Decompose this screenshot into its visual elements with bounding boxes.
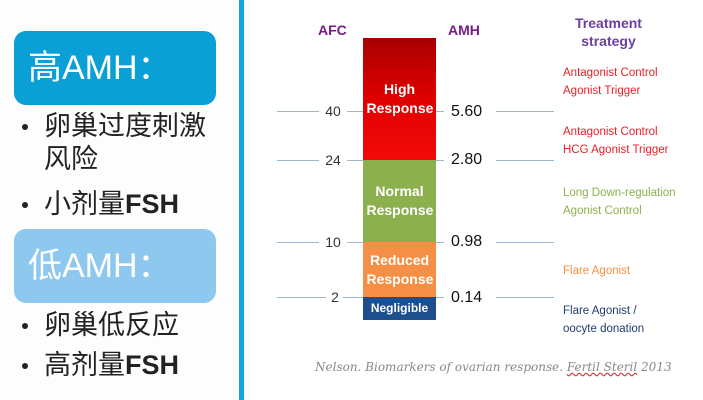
threshold-line bbox=[277, 242, 319, 243]
threshold-line bbox=[496, 111, 554, 112]
threshold-line bbox=[436, 160, 444, 161]
bullet-text-fsh: FSH bbox=[125, 189, 179, 219]
bullet-low-dose-fsh: 小剂量FSH bbox=[22, 188, 179, 221]
afc-value: 40 bbox=[325, 103, 341, 119]
low-amh-heading: 低AMH： bbox=[14, 229, 216, 303]
threshold-line bbox=[277, 111, 319, 112]
bullet-text: 小剂量 bbox=[44, 189, 125, 220]
segment-negligible: Negligible bbox=[363, 297, 436, 320]
treatment-header: Treatment strategy bbox=[575, 15, 642, 49]
threshold-line bbox=[347, 111, 363, 112]
threshold-line bbox=[277, 297, 326, 298]
citation: Nelson. Biomarkers of ovarian response. … bbox=[315, 360, 672, 374]
amh-value: 0.14 bbox=[451, 289, 483, 306]
bullet-text-fsh: FSH bbox=[125, 350, 179, 380]
afc-header: AFC bbox=[318, 22, 347, 38]
amh-header: AMH bbox=[448, 22, 480, 38]
threshold-line bbox=[347, 160, 363, 161]
threshold-line bbox=[343, 297, 363, 298]
bullet-dot-icon bbox=[22, 202, 28, 208]
high-amh-heading: 高AMH： bbox=[14, 31, 216, 105]
bullet-poor-response: 卵巢低反应 bbox=[22, 309, 179, 342]
bullet-dot-icon bbox=[22, 363, 28, 369]
strategy-high-2: Antagonist Control HCG Agonist Trigger bbox=[563, 126, 669, 156]
bullet-text: 卵巢过度刺激风险 bbox=[44, 111, 206, 175]
bullet-ohss-risk: 卵巢过度刺激风险 bbox=[22, 110, 214, 176]
threshold-line bbox=[436, 297, 444, 298]
strategy-normal: Long Down-regulation Agonist Control bbox=[563, 187, 676, 217]
threshold-line bbox=[436, 111, 444, 112]
afc-value: 10 bbox=[325, 234, 341, 250]
afc-value: 24 bbox=[325, 152, 341, 168]
strategy-reduced: Flare Agonist bbox=[563, 265, 631, 277]
threshold-line bbox=[347, 242, 363, 243]
bullet-high-dose-fsh: 高剂量FSH bbox=[22, 349, 179, 382]
bullet-dot-icon bbox=[22, 323, 28, 329]
threshold-line bbox=[496, 297, 554, 298]
afc-value: 2 bbox=[331, 289, 339, 305]
threshold-line bbox=[277, 160, 319, 161]
segment-reduced-response: Reduced Response bbox=[363, 242, 436, 297]
strategy-negligible: Flare Agonist / oocyte donation bbox=[563, 305, 645, 335]
segment-normal-response: Normal Response bbox=[363, 160, 436, 242]
strategy-high: Antagonist Control Agonist Trigger bbox=[563, 67, 658, 97]
vertical-divider bbox=[239, 0, 244, 400]
threshold-line bbox=[436, 242, 444, 243]
citation-journal: Fertil Steril bbox=[566, 360, 638, 374]
amh-value: 0.98 bbox=[451, 233, 483, 250]
amh-value: 5.60 bbox=[451, 103, 483, 120]
threshold-line bbox=[496, 242, 554, 243]
segment-high-response: High Response bbox=[363, 38, 436, 160]
bullet-text: 卵巢低反应 bbox=[44, 310, 179, 341]
amh-value: 2.80 bbox=[451, 151, 483, 168]
threshold-line bbox=[496, 160, 554, 161]
bullet-text: 高剂量 bbox=[44, 350, 125, 381]
bullet-dot-icon bbox=[22, 124, 28, 130]
